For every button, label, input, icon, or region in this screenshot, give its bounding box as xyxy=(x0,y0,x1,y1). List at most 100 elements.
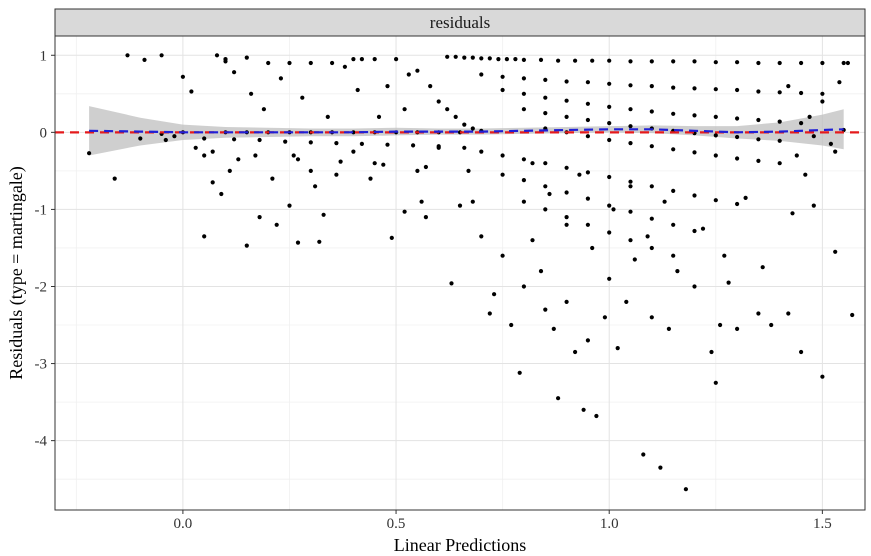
data-point xyxy=(470,55,475,60)
data-point xyxy=(683,487,689,492)
data-point xyxy=(402,107,407,112)
data-point xyxy=(249,91,254,96)
data-point xyxy=(394,57,399,62)
data-point xyxy=(193,145,198,150)
data-point xyxy=(406,72,411,77)
data-point xyxy=(833,249,838,254)
data-point xyxy=(585,196,591,201)
data-point xyxy=(607,81,612,86)
data-point xyxy=(713,87,718,92)
data-point xyxy=(735,60,740,65)
data-point xyxy=(244,55,249,60)
data-point xyxy=(543,161,548,166)
data-point xyxy=(564,299,569,304)
data-point xyxy=(820,374,825,379)
data-point xyxy=(232,70,237,75)
data-point xyxy=(807,114,812,119)
data-point xyxy=(607,137,612,143)
data-point xyxy=(811,203,816,208)
data-point xyxy=(735,116,740,121)
data-point xyxy=(359,141,364,146)
data-point xyxy=(828,141,834,146)
data-point xyxy=(470,126,475,131)
facet-strip xyxy=(54,8,866,37)
data-point xyxy=(470,199,475,204)
data-point xyxy=(530,238,535,243)
data-point xyxy=(709,349,714,355)
data-point xyxy=(462,145,467,150)
data-point xyxy=(445,54,450,59)
data-point xyxy=(735,201,740,207)
data-point xyxy=(713,198,718,203)
data-point xyxy=(756,89,761,94)
data-point xyxy=(577,172,582,177)
data-point xyxy=(564,190,569,195)
data-point xyxy=(372,161,377,166)
data-point xyxy=(492,292,497,297)
data-point xyxy=(415,168,420,173)
data-point xyxy=(671,85,676,90)
data-point xyxy=(496,57,501,62)
y-tick-label: -4 xyxy=(35,434,48,450)
y-tick-label: -2 xyxy=(35,279,48,295)
data-point xyxy=(564,114,569,119)
data-point xyxy=(786,84,791,89)
data-point xyxy=(295,240,301,245)
data-point xyxy=(756,311,761,316)
data-point xyxy=(210,149,215,154)
data-point xyxy=(223,57,228,62)
y-tick-label: -1 xyxy=(35,202,48,218)
data-point xyxy=(457,203,463,208)
data-point xyxy=(585,134,591,139)
data-point xyxy=(551,326,556,331)
data-point xyxy=(368,176,373,181)
data-point xyxy=(671,253,676,258)
data-point xyxy=(500,172,505,177)
data-point xyxy=(726,280,731,285)
data-point xyxy=(445,107,450,112)
data-point xyxy=(300,95,305,100)
data-point xyxy=(692,228,697,234)
data-point xyxy=(504,57,509,62)
data-point xyxy=(649,144,654,149)
data-point xyxy=(799,121,804,126)
data-point xyxy=(624,299,629,304)
data-point xyxy=(244,243,249,248)
data-point xyxy=(585,101,591,106)
data-point xyxy=(658,465,663,470)
data-point xyxy=(632,257,637,262)
data-point xyxy=(325,114,330,119)
data-point xyxy=(385,84,390,89)
reference-lines xyxy=(55,128,865,134)
y-tick-label: -3 xyxy=(35,357,48,373)
y-tick-label: 0 xyxy=(40,125,48,141)
data-point xyxy=(521,178,527,183)
data-point xyxy=(163,137,168,143)
data-point xyxy=(466,168,471,173)
data-point xyxy=(671,188,676,193)
data-point xyxy=(321,212,326,217)
data-point xyxy=(692,86,697,91)
data-point xyxy=(713,380,718,385)
data-point xyxy=(287,60,292,66)
data-point xyxy=(607,58,612,63)
data-point xyxy=(628,209,633,214)
data-point xyxy=(662,199,667,204)
data-point xyxy=(214,53,220,58)
data-point xyxy=(769,322,774,328)
data-point xyxy=(355,87,360,93)
data-point xyxy=(543,95,548,100)
data-point xyxy=(253,153,258,158)
data-point xyxy=(172,134,177,139)
data-point xyxy=(538,57,544,63)
data-point xyxy=(722,253,727,258)
data-point xyxy=(521,76,527,81)
data-point xyxy=(799,349,804,355)
data-point xyxy=(500,74,505,79)
data-point xyxy=(692,193,697,198)
data-point xyxy=(790,211,795,216)
data-point xyxy=(202,153,207,158)
grid-lines xyxy=(55,36,865,510)
data-point xyxy=(675,269,680,274)
data-point xyxy=(837,80,842,85)
